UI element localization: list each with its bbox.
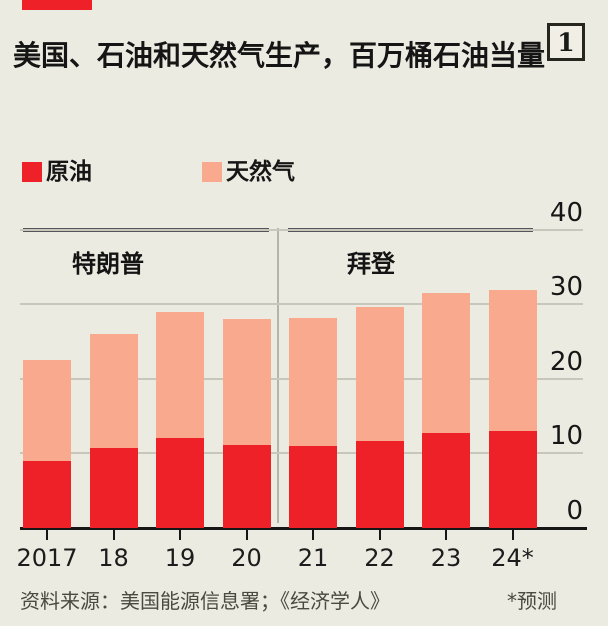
- legend-swatch-crude-oil: [22, 162, 42, 182]
- figure-number-box: 1: [547, 23, 585, 61]
- bar-segment-crude-oil-2017: [23, 461, 71, 528]
- bar-segment-crude-oil-20: [222, 445, 271, 528]
- gridline-30: [20, 303, 583, 306]
- gridline-40: [20, 228, 583, 231]
- x-axis-label-23: 23: [430, 544, 462, 572]
- figure-number: 1: [557, 27, 575, 57]
- bar-segment-natural-gas-22: [355, 307, 404, 441]
- bar-segment-natural-gas-19: [156, 312, 204, 438]
- x-axis-tick-2017: [46, 529, 48, 540]
- y-axis-label-30: 30: [549, 272, 583, 303]
- x-axis-tick-19: [179, 529, 181, 540]
- x-axis-tick-24*: [511, 529, 514, 540]
- x-axis-line: [20, 527, 587, 530]
- era-label-biden: 拜登: [347, 250, 395, 278]
- x-axis-label-22: 22: [364, 544, 395, 572]
- x-axis-label-2017: 2017: [16, 544, 78, 572]
- bar-segment-natural-gas-2017: [23, 360, 71, 461]
- forecast-footnote: *预测: [507, 589, 557, 613]
- brand-red-tag: [22, 0, 92, 10]
- bar-segment-crude-oil-22: [355, 441, 404, 528]
- bar-segment-natural-gas-20: [222, 319, 271, 445]
- bar-segment-crude-oil-19: [156, 438, 204, 528]
- bar-segment-natural-gas-23: [422, 293, 470, 433]
- y-axis-label-0: 0: [566, 496, 583, 526]
- x-axis-tick-20: [245, 529, 248, 540]
- y-axis-label-20: 20: [549, 346, 583, 377]
- bar-segment-natural-gas-18: [89, 334, 138, 448]
- bar-segment-natural-gas-24*: [488, 290, 537, 431]
- legend-label-natural-gas: 天然气: [226, 159, 295, 185]
- bar-segment-crude-oil-24*: [488, 431, 537, 528]
- x-axis-label-18: 18: [98, 544, 129, 572]
- legend: 原油 天然气: [22, 159, 295, 185]
- bar-segment-crude-oil-18: [89, 448, 138, 528]
- legend-swatch-natural-gas: [202, 162, 222, 182]
- x-axis-label-20: 20: [231, 544, 262, 572]
- y-axis-label-40: 40: [549, 197, 583, 228]
- x-axis-label-19: 19: [164, 544, 196, 572]
- era-label-trump: 特朗普: [72, 250, 144, 278]
- x-axis-tick-18: [112, 529, 115, 540]
- x-axis-tick-22: [378, 529, 381, 540]
- era-divider-line: [277, 227, 279, 523]
- x-axis-tick-21: [312, 529, 314, 540]
- chart-title: 美国、石油和天然气生产，百万桶石油当量: [13, 39, 546, 72]
- x-axis-label-21: 21: [297, 544, 329, 572]
- bar-segment-natural-gas-21: [289, 318, 337, 446]
- x-axis-tick-23: [445, 529, 447, 540]
- legend-label-crude-oil: 原油: [46, 159, 92, 185]
- y-axis-label-10: 10: [549, 421, 583, 452]
- bar-segment-crude-oil-21: [289, 446, 337, 528]
- bar-segment-crude-oil-23: [422, 433, 470, 528]
- source-note: 资料来源：美国能源信息署；《经济学人》: [20, 589, 390, 613]
- x-axis-label-24*: 24*: [491, 544, 534, 572]
